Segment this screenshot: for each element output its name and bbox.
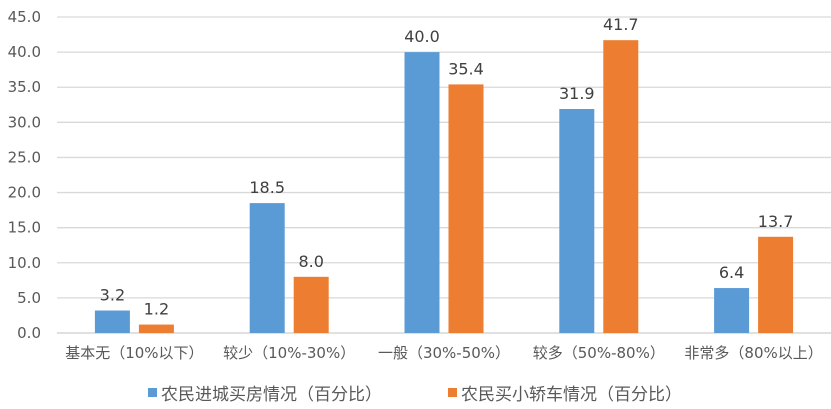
bar [559,108,595,333]
data-label: 13.7 [758,212,794,231]
bar [138,324,174,333]
data-label: 35.4 [448,59,484,78]
legend-swatch-orange [448,388,457,397]
y-tick-label: 30.0 [8,113,41,131]
x-category-label: 较多（50%-80%） [533,344,665,362]
y-tick-label: 15.0 [8,219,41,237]
x-category-label: 非常多（80%以上） [684,344,822,362]
data-label: 6.4 [719,263,744,282]
y-tick-label: 25.0 [8,148,41,166]
legend-item-house: 农民进城买房情况（百分比） [148,380,382,405]
bar-chart: 0.0 5.0 10.0 15.0 20.0 25.0 30.0 35.0 40.0 45.0 3… [8,8,831,362]
x-category-label: 基本无（10%以下） [65,344,203,362]
bar [94,310,130,333]
y-tick-label: 20.0 [8,184,41,202]
bar [603,40,639,333]
y-axis-ticks: 0.0 5.0 10.0 15.0 20.0 25.0 30.0 35.0 40.0 45.0 [8,8,41,342]
x-category-label: 一般（30%-50%） [378,344,510,362]
y-tick-label: 5.0 [17,289,41,307]
bar [404,52,440,333]
data-label: 40.0 [404,27,440,46]
bar [293,276,329,333]
legend-item-car: 农民买小轿车情况（百分比） [448,380,682,405]
y-tick-label: 0.0 [17,324,41,342]
bar [714,288,750,333]
bar [249,203,285,333]
data-label: 41.7 [603,15,639,34]
data-label: 31.9 [559,84,595,103]
x-category-label: 较少（10%-30%） [223,344,355,362]
y-tick-label: 45.0 [8,8,41,26]
y-tick-label: 40.0 [8,43,41,61]
bar [758,236,794,333]
data-label: 8.0 [298,252,323,271]
data-label: 1.2 [144,300,169,319]
bars: 3.2 1.2 18.5 8.0 40.0 35.4 31.9 41.7 6.4 13.7 [94,15,794,333]
legend-swatch-blue [148,388,157,397]
legend-label: 农民进城买房情况（百分比） [161,385,382,405]
data-label: 18.5 [249,178,285,197]
y-tick-label: 35.0 [8,78,41,96]
bar [448,84,484,333]
x-axis-labels: 基本无（10%以下） 较少（10%-30%） 一般（30%-50%） 较多（50%-8… [65,344,823,362]
gridlines [57,16,831,334]
legend-label: 农民买小轿车情况（百分比） [461,385,682,405]
data-label: 3.2 [100,286,125,305]
y-tick-label: 10.0 [8,254,41,272]
